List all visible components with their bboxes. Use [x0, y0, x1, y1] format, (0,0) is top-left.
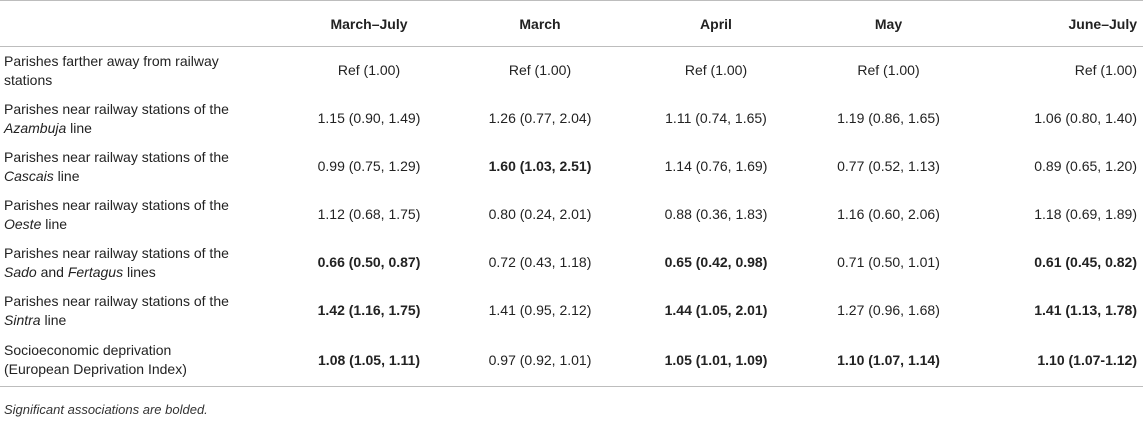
table-cell: Ref (1.00) — [1074, 62, 1137, 79]
table-row: Parishes near railway stations of the Cas… — [0, 143, 1143, 191]
table-cell: 1.60 (1.03, 2.51) — [488, 158, 592, 174]
row-label-line1: Parishes near railway stations of the — [4, 244, 229, 261]
row-label-line1: Socioeconomic deprivation — [4, 342, 172, 359]
table-cell: 0.88 (0.36, 1.83) — [664, 206, 768, 222]
row-label-emphasis: Sintra — [4, 311, 41, 328]
results-table: March–July March April May June–July Par… — [0, 0, 1143, 387]
table-cell: 1.16 (0.60, 2.06) — [837, 206, 940, 222]
table-row: Parishes farther away from railway statio… — [0, 47, 1143, 95]
table-cell: 1.14 (0.76, 1.69) — [664, 158, 768, 174]
table-cell: 1.06 (0.80, 1.40) — [1034, 110, 1137, 126]
table-cell: 1.27 (0.96, 1.68) — [837, 302, 940, 318]
header-row: March–July March April May June–July — [0, 0, 1143, 47]
row-label: Parishes near railway stations of the Sin… — [0, 287, 288, 335]
row-label: Parishes near railway stations of the Aza… — [0, 95, 288, 143]
table-cell: 1.08 (1.05, 1.11) — [288, 334, 450, 387]
table-cell: Ref (1.00) — [337, 62, 401, 79]
table-cell: 1.44 (1.05, 2.01) — [664, 302, 768, 318]
table-cell: 1.41 (1.13, 1.78) — [1034, 302, 1137, 318]
table-cell: 0.65 (0.42, 0.98) — [664, 254, 768, 270]
table-cell: 0.71 (0.50, 1.01) — [837, 254, 940, 270]
row-label: Parishes near railway stations of the Oes… — [0, 191, 288, 239]
table-row: Parishes near railway stations of the Oes… — [0, 191, 1143, 239]
table-cell: 1.05 (1.01, 1.09) — [630, 334, 802, 387]
header-cell: March–July — [288, 0, 450, 47]
table-cell: 1.10 (1.07, 1.14) — [802, 334, 975, 387]
table-cell: 0.89 (0.65, 1.20) — [1034, 158, 1137, 174]
header-cell — [0, 0, 288, 47]
row-label-line1: Parishes near railway stations of the — [4, 292, 229, 309]
row-label-text: line — [40, 311, 67, 328]
table-cell: 0.97 (0.92, 1.01) — [450, 334, 630, 387]
table-footnote: Significant associations are bolded. — [4, 402, 208, 417]
row-label: Parishes farther away from railway statio… — [0, 47, 288, 95]
row-label: Parishes near railway stations of the Sad… — [0, 239, 288, 287]
table-cell: 1.10 (1.07-1.12) — [975, 334, 1143, 387]
table-row: Parishes near railway stations of the Sad… — [0, 239, 1143, 287]
row-label-emphasis: Oeste — [4, 215, 42, 232]
header-cell: March — [450, 0, 630, 47]
row-label-emphasis: Cascais — [4, 167, 54, 184]
row-label-emphasis: (European Deprivation Index) — [4, 361, 187, 378]
row-label-text: line — [66, 119, 92, 136]
table-cell: 1.42 (1.16, 1.75) — [317, 302, 421, 318]
row-label: Parishes near railway stations of the Cas… — [0, 143, 288, 191]
header-cell: June–July — [975, 0, 1143, 47]
row-label-text: line — [41, 215, 68, 232]
row-label-line1: Parishes near railway stations of the — [4, 100, 229, 117]
table-cell: 1.26 (0.77, 2.04) — [488, 110, 592, 126]
table-cell: Ref (1.00) — [684, 62, 748, 79]
row-label-text: line — [53, 167, 80, 184]
table-row: Parishes near railway stations of the Sin… — [0, 287, 1143, 335]
row-label-text: lines — [123, 263, 156, 280]
table-cell: 0.72 (0.43, 1.18) — [488, 254, 592, 270]
row-label-emphasis: Azambuja — [4, 119, 67, 136]
table-cell: 0.99 (0.75, 1.29) — [317, 158, 421, 174]
row-label-text: and — [36, 263, 68, 280]
table-cell: 1.12 (0.68, 1.75) — [317, 206, 421, 222]
table-cell: Ref (1.00) — [857, 62, 920, 79]
table-cell: 0.66 (0.50, 0.87) — [317, 254, 421, 270]
table-cell: 1.15 (0.90, 1.49) — [317, 110, 421, 126]
row-label-emphasis: Fertagus — [67, 263, 124, 280]
row-label-line1: Parishes near railway stations of the — [4, 196, 229, 213]
row-label: Socioeconomic deprivation (European Depri… — [0, 334, 288, 387]
row-label-line1: Parishes near railway stations of the — [4, 148, 229, 165]
table-body: Parishes farther away from railway statio… — [0, 47, 1143, 387]
table-row: Parishes near railway stations of the Aza… — [0, 95, 1143, 143]
table-cell: Ref (1.00) — [508, 62, 572, 79]
header-cell: April — [630, 0, 802, 47]
header-cell: May — [802, 0, 975, 47]
table-cell: 1.41 (0.95, 2.12) — [488, 302, 592, 318]
table-cell: 0.61 (0.45, 0.82) — [1034, 254, 1137, 270]
row-label-line1: Parishes farther away from railway — [4, 52, 219, 69]
table-cell: 1.18 (0.69, 1.89) — [1034, 206, 1137, 222]
table-cell: 0.77 (0.52, 1.13) — [837, 158, 940, 174]
table-cell: 0.80 (0.24, 2.01) — [488, 206, 592, 222]
row-label-emphasis: stations — [4, 71, 53, 88]
row-label-emphasis: Sado — [4, 263, 37, 280]
table-cell: 1.11 (0.74, 1.65) — [665, 110, 767, 126]
table-cell: 1.19 (0.86, 1.65) — [837, 110, 940, 126]
table-row: Socioeconomic deprivation (European Depri… — [0, 334, 1143, 387]
